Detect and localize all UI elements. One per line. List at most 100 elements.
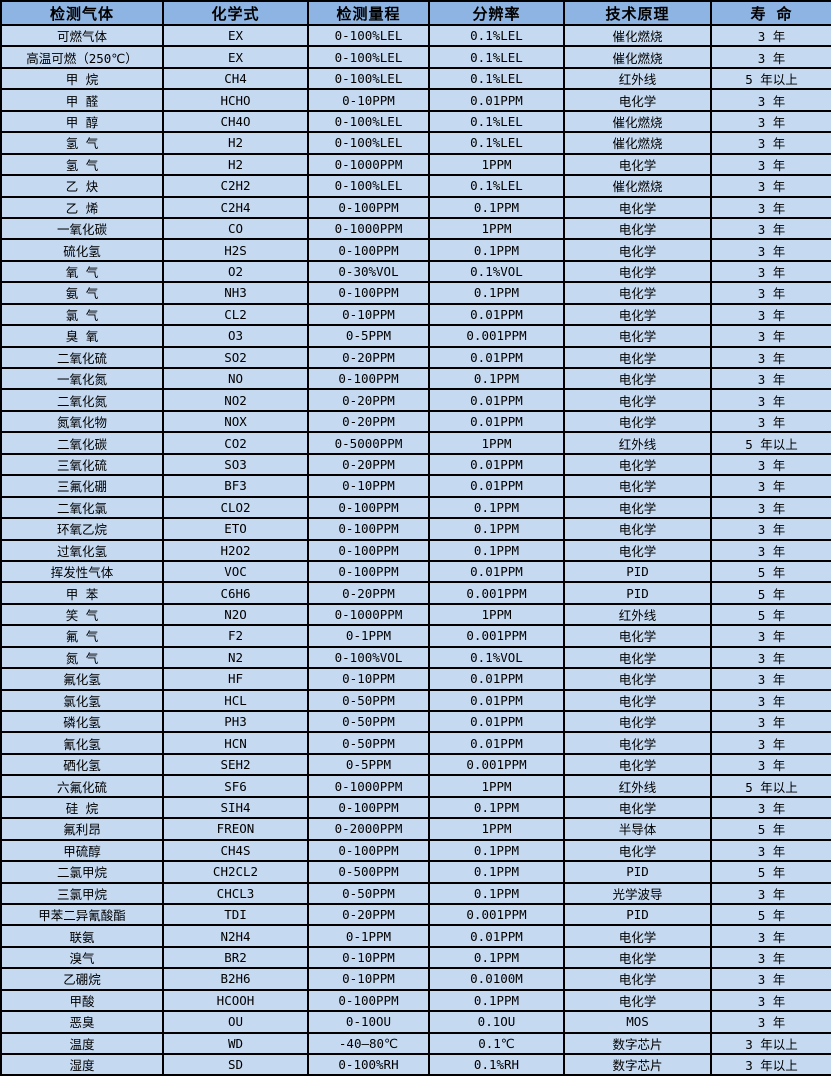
table-cell: PID: [563, 559, 712, 584]
table-row: 硒化氢 SEH2 0-5PPM 0.001PPM 电化学 3 年: [0, 752, 831, 777]
column-header: 化学式: [162, 0, 309, 26]
table-cell: 一氧化碳: [0, 216, 164, 241]
table-row: 甲 烷 CH4 0-100%LEL 0.1%LEL 红外线 5 年以上: [0, 66, 831, 91]
table-row: 甲硫醇 CH4S 0-100PPM 0.1PPM 电化学 3 年: [0, 838, 831, 863]
table-cell: 电化学: [563, 517, 712, 541]
table-cell: 氟利昂: [0, 817, 164, 841]
table-cell: 3 年: [710, 495, 831, 520]
table-cell: 0-100PPM: [307, 366, 430, 391]
table-cell: 电化学: [563, 967, 712, 991]
table-cell: 0-10PPM: [307, 945, 430, 970]
table-cell: 甲 醛: [0, 88, 164, 112]
table-cell: 0-1000PPM: [307, 774, 430, 798]
table-cell: 电化学: [563, 88, 712, 112]
table-cell: 0-20PPM: [307, 388, 430, 412]
column-header: 技术原理: [563, 0, 712, 26]
table-cell: 二氯甲烷: [0, 860, 164, 884]
table-cell: 0.1PPM: [428, 860, 565, 884]
table-cell: 0.01PPM: [428, 688, 565, 713]
table-cell: 0.01PPM: [428, 345, 565, 370]
table-cell: 湿度: [0, 1052, 164, 1076]
table-cell: 3 年: [710, 624, 831, 648]
table-cell: 二氧化硫: [0, 345, 164, 370]
table-cell: BF3: [162, 474, 309, 498]
table-cell: 3 年: [710, 709, 831, 734]
table-cell: SD: [162, 1052, 309, 1076]
table-cell: 0-1000PPM: [307, 602, 430, 627]
table-cell: 0-20PPM: [307, 581, 430, 605]
table-cell: 5 年: [710, 817, 831, 841]
table-body: 可燃气体 EX 0-100%LEL 0.1%LEL 催化燃烧 3 年高温可燃（250℃） E…: [0, 23, 831, 1076]
table-row: 氨 气 NH3 0-100PPM 0.1PPM 电化学 3 年: [0, 281, 831, 305]
table-cell: 3 年: [710, 967, 831, 991]
table-cell: 0-1000PPM: [307, 152, 430, 177]
table-cell: 0.1PPM: [428, 495, 565, 520]
table-cell: SIH4: [162, 795, 309, 820]
table-cell: 高温可燃（250℃）: [0, 45, 164, 69]
table-row: 温度 WD -40—80℃ 0.1℃ 数字芯片 3 年以上: [0, 1031, 831, 1056]
table-cell: 甲酸: [0, 988, 164, 1013]
table-row: 乙硼烷 B2H6 0-10PPM 0.0100M 电化学 3 年: [0, 967, 831, 991]
table-cell: SEH2: [162, 752, 309, 777]
table-cell: 数字芯片: [563, 1031, 712, 1056]
table-cell: 0-10PPM: [307, 302, 430, 327]
table-cell: NO2: [162, 388, 309, 412]
table-row: 二氯甲烷 CH2CL2 0-500PPM 0.1PPM PID 5 年: [0, 860, 831, 884]
table-cell: 0-5000PPM: [307, 431, 430, 455]
table-cell: 0.1PPM: [428, 988, 565, 1013]
table-cell: 电化学: [563, 688, 712, 713]
table-cell: 0-50PPM: [307, 881, 430, 905]
table-cell: 0-100PPM: [307, 538, 430, 562]
table-row: 环氧乙烷 ETO 0-100PPM 0.1PPM 电化学 3 年: [0, 517, 831, 541]
table-cell: 三氟化硼: [0, 474, 164, 498]
table-cell: 红外线: [563, 431, 712, 455]
table-cell: 3 年: [710, 945, 831, 970]
table-cell: 0-100%VOL: [307, 645, 430, 670]
table-cell: 3 年以上: [710, 1031, 831, 1056]
table-cell: 甲 烷: [0, 66, 164, 91]
table-cell: 乙 炔: [0, 174, 164, 198]
table-cell: 催化燃烧: [563, 45, 712, 69]
table-cell: 甲 苯: [0, 581, 164, 605]
table-cell: 恶臭: [0, 1010, 164, 1034]
table-cell: 3 年: [710, 474, 831, 498]
table-cell: 乙 烯: [0, 195, 164, 219]
table-cell: 0-100PPM: [307, 988, 430, 1013]
table-row: 氯 气 CL2 0-10PPM 0.01PPM 电化学 3 年: [0, 302, 831, 327]
table-cell: 1PPM: [428, 152, 565, 177]
table-cell: 5 年: [710, 602, 831, 627]
table-cell: 0-100PPM: [307, 838, 430, 863]
table-cell: 0.1%VOL: [428, 645, 565, 670]
table-cell: 电化学: [563, 452, 712, 477]
table-cell: 3 年: [710, 131, 831, 155]
table-cell: 3 年: [710, 302, 831, 327]
table-cell: CO: [162, 216, 309, 241]
table-cell: 氢 气: [0, 131, 164, 155]
table-cell: 0.1%LEL: [428, 174, 565, 198]
table-cell: F2: [162, 624, 309, 648]
table-cell: 催化燃烧: [563, 109, 712, 134]
table-cell: 笑 气: [0, 602, 164, 627]
table-row: 溴气 BR2 0-10PPM 0.1PPM 电化学 3 年: [0, 945, 831, 970]
table-cell: 0.1PPM: [428, 195, 565, 219]
table-cell: 电化学: [563, 216, 712, 241]
table-cell: 0-20PPM: [307, 409, 430, 434]
table-cell: 0.1OU: [428, 1010, 565, 1034]
table-row: 乙 炔 C2H2 0-100%LEL 0.1%LEL 催化燃烧 3 年: [0, 174, 831, 198]
table-cell: 氟化氢: [0, 667, 164, 691]
table-cell: 0-100%LEL: [307, 174, 430, 198]
table-cell: 0-1PPM: [307, 624, 430, 648]
table-row: 过氧化氢 H2O2 0-100PPM 0.1PPM 电化学 3 年: [0, 538, 831, 562]
table-cell: H2O2: [162, 538, 309, 562]
table-cell: C2H2: [162, 174, 309, 198]
table-cell: 0.01PPM: [428, 388, 565, 412]
table-cell: 5 年: [710, 581, 831, 605]
table-cell: 0-1PPM: [307, 924, 430, 948]
table-cell: 0.1%LEL: [428, 45, 565, 69]
table-cell: 联氨: [0, 924, 164, 948]
table-cell: 3 年: [710, 174, 831, 198]
table-cell: C2H4: [162, 195, 309, 219]
table-cell: 氰化氢: [0, 731, 164, 755]
table-cell: 0.1%VOL: [428, 259, 565, 284]
table-cell: CH4S: [162, 838, 309, 863]
